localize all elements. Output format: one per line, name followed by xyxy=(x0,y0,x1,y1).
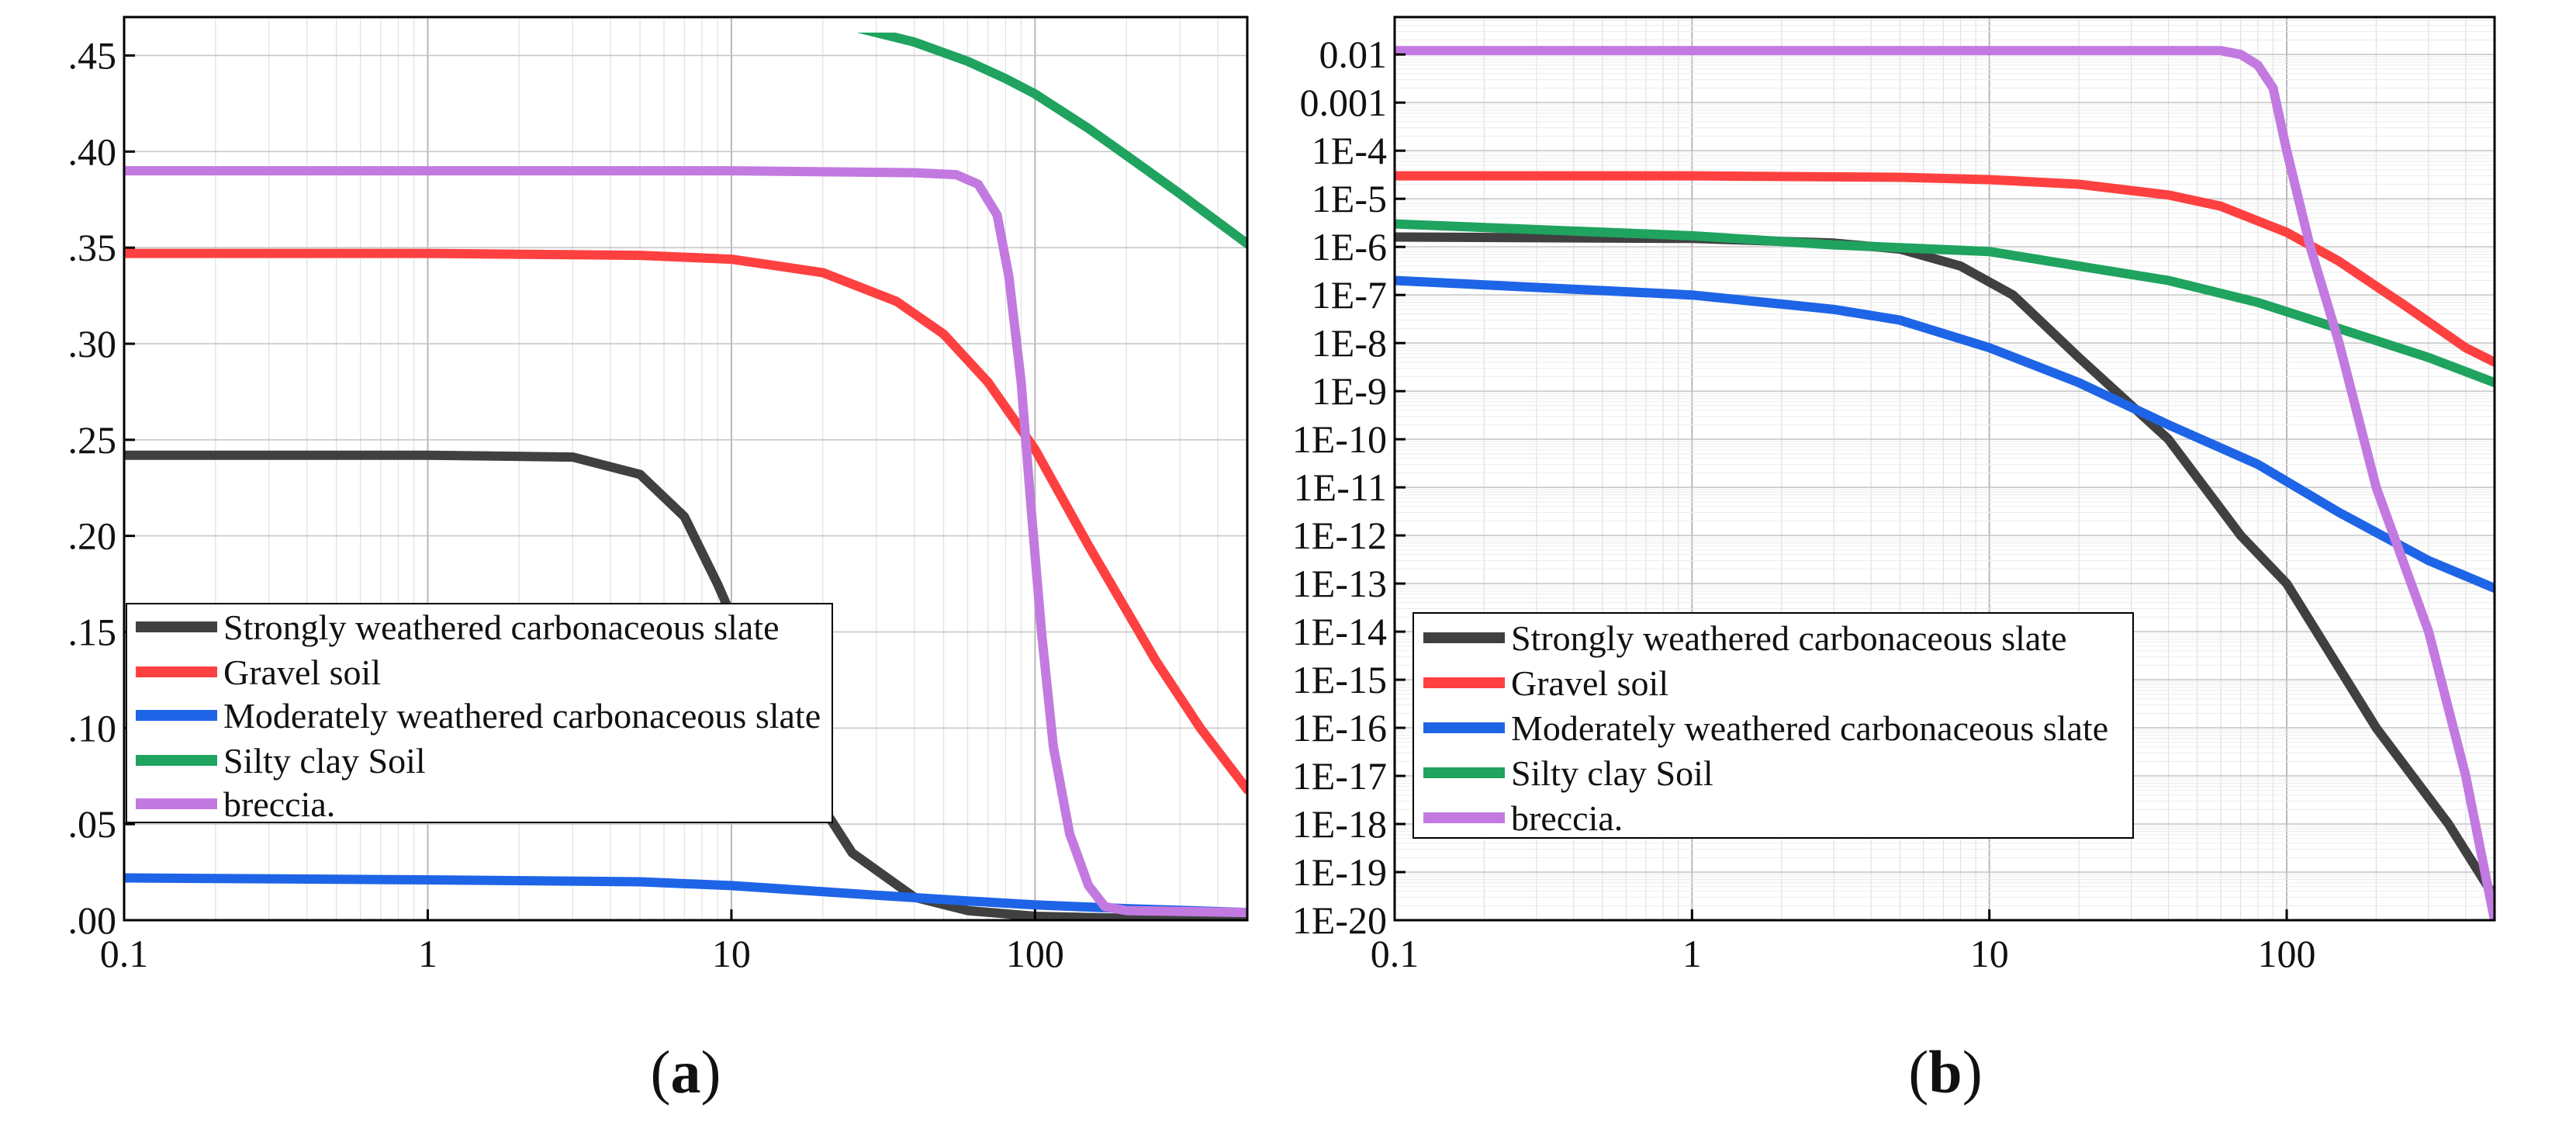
series-line-a-2 xyxy=(124,873,1247,918)
x-tick-label: 10 xyxy=(1970,932,2009,975)
y-tick-label: 1E-11 xyxy=(1294,466,1387,509)
chart-panel-a: .45 .40 .35 .30 .25 .20 .15 .10 .05 .00 0.1 1 10 100… xyxy=(68,16,1249,1106)
y-tick-label: .25 xyxy=(68,418,117,462)
caption-a-text: (a) xyxy=(651,1038,721,1106)
series-line-b-1 xyxy=(1395,171,2495,367)
legend-label-a-3: Silty clay Soil xyxy=(223,741,426,781)
y-tick-label: .30 xyxy=(68,322,117,365)
y-tick-label: 1E-6 xyxy=(1312,225,1387,268)
y-tick-label: 1E-19 xyxy=(1292,850,1387,894)
y-tick-label: .20 xyxy=(68,514,117,558)
y-tick-label: .15 xyxy=(68,611,117,654)
y-axis-b: 0.01 0.001 1E-4 1E-5 1E-6 1E-71E-81E-91E-10 1E… xyxy=(1292,33,1406,942)
y-tick-label: .10 xyxy=(68,706,117,750)
series-line-b-2 xyxy=(1395,275,2495,594)
caption-b-letter: b xyxy=(1928,1038,1962,1106)
caption-a: (a) xyxy=(651,1038,721,1106)
x-tick-label: 0.1 xyxy=(100,932,149,975)
y-axis-a: .45 .40 .35 .30 .25 .20 .15 .10 .05 .00 xyxy=(68,34,135,942)
series-group-a xyxy=(124,33,1247,920)
chart-panel-b: 0.01 0.001 1E-4 1E-5 1E-6 1E-71E-81E-91E-10 1E… xyxy=(1292,16,2496,1106)
y-tick-label: 1E-16 xyxy=(1292,706,1387,750)
y-tick-label: 1E-8 xyxy=(1312,321,1387,365)
legend-label-a-4: breccia. xyxy=(223,784,335,824)
y-tick-label: 1E-5 xyxy=(1312,177,1387,220)
series-line-a-3 xyxy=(856,33,1247,249)
x-axis-a: 0.1 1 10 100 xyxy=(100,909,1064,975)
legend-label-b-2: Moderately weathered carbonaceous slate xyxy=(1511,708,2108,748)
y-tick-label: 1E-12 xyxy=(1292,514,1387,557)
caption-b: (b) xyxy=(1908,1038,1982,1106)
y-tick-label: .40 xyxy=(68,130,117,173)
legend-box-a xyxy=(126,603,833,823)
x-tick-label: 0.1 xyxy=(1371,932,1419,975)
series-group-b xyxy=(1395,46,2495,920)
legend-b: Strongly weathered carbonaceous slate Gr… xyxy=(1412,612,2134,839)
caption-b-text: (b) xyxy=(1908,1038,1982,1106)
legend-box-b xyxy=(1412,612,2134,839)
y-tick-label: 1E-20 xyxy=(1292,898,1387,942)
x-tick-label: 1 xyxy=(1682,932,1702,975)
legend-label-a-1: Gravel soil xyxy=(223,653,381,692)
series-line-a-4 xyxy=(124,166,1247,918)
y-tick-label: 1E-17 xyxy=(1292,754,1387,798)
series-line-b-4 xyxy=(1395,46,2495,920)
legend-label-b-1: Gravel soil xyxy=(1511,663,1668,703)
legend-label-a-2: Moderately weathered carbonaceous slate xyxy=(223,696,821,736)
y-tick-label: 1E-18 xyxy=(1292,802,1387,846)
y-tick-label: .00 xyxy=(68,898,117,942)
legend-label-b-4: breccia. xyxy=(1511,798,1623,838)
legend-label-b-3: Silty clay Soil xyxy=(1511,753,1713,793)
y-tick-label: .45 xyxy=(68,34,117,78)
plot-frame-b xyxy=(1393,16,2496,922)
y-tick-label: 1E-10 xyxy=(1292,417,1387,461)
y-tick-label: 1E-15 xyxy=(1292,658,1387,701)
y-tick-label: .05 xyxy=(68,802,117,846)
y-tick-label: 1E-14 xyxy=(1292,610,1387,653)
x-axis-b: 0.1 1 10 100 xyxy=(1371,909,2316,975)
series-line-a-1 xyxy=(124,248,1247,795)
y-tick-label: 0.01 xyxy=(1319,33,1388,76)
legend-a: Strongly weathered carbonaceous slate Gr… xyxy=(126,603,833,824)
series-line-b-3 xyxy=(1395,219,2495,388)
y-tick-label: .35 xyxy=(68,226,117,269)
y-tick-label: 1E-9 xyxy=(1312,369,1387,413)
y-tick-label: 1E-7 xyxy=(1312,273,1387,317)
legend-label-a-0: Strongly weathered carbonaceous slate xyxy=(223,608,780,647)
y-tick-label: 1E-4 xyxy=(1312,129,1387,172)
legend-label-b-0: Strongly weathered carbonaceous slate xyxy=(1511,618,2067,658)
plot-frame-a xyxy=(123,16,1249,922)
caption-a-letter: a xyxy=(671,1038,701,1106)
y-tick-label: 1E-13 xyxy=(1292,562,1387,605)
x-tick-label: 10 xyxy=(712,932,751,975)
x-tick-label: 1 xyxy=(418,932,437,975)
y-tick-label: 0.001 xyxy=(1300,81,1388,124)
x-tick-label: 100 xyxy=(1006,932,1064,975)
x-tick-label: 100 xyxy=(2258,932,2316,975)
